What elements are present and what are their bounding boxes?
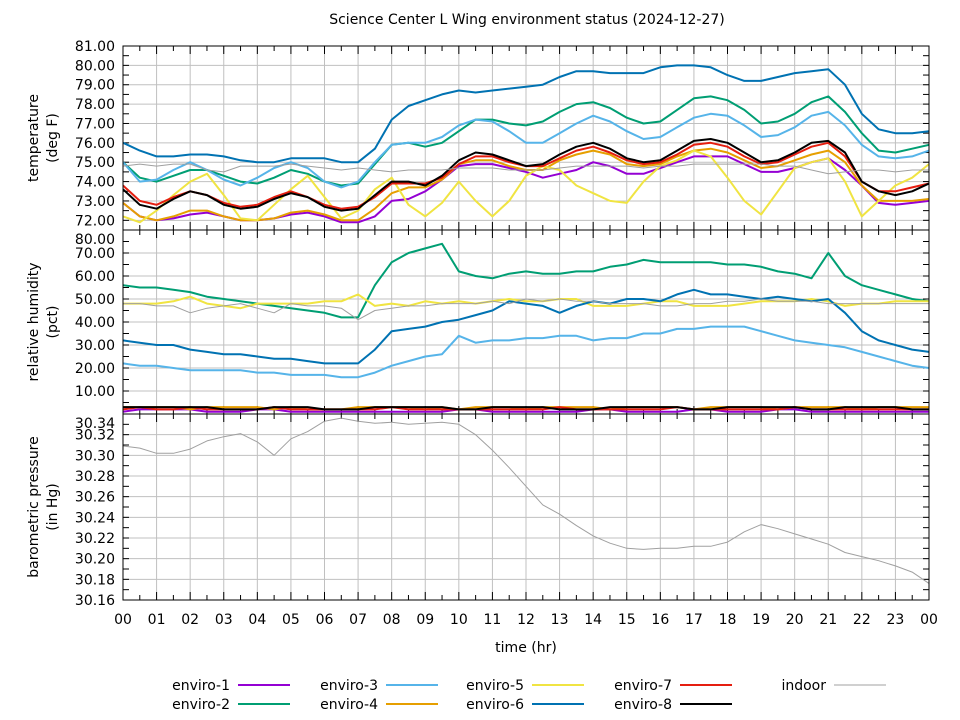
legend-label: enviro-4: [320, 697, 378, 713]
y-tick-label: 30.30: [75, 448, 115, 464]
x-tick-label: 08: [383, 612, 401, 628]
series-enviro-5-panel-1: [123, 149, 929, 224]
panel-2: 10.00 20.00 30.00 40.00 50.00 60.00 70.0080.00…: [26, 229, 930, 415]
panel-3: 30.16 30.18 30.20 30.22 30.24 30.26 30.28 30.30…: [26, 413, 930, 609]
y-tick-label: 30.22: [75, 531, 115, 547]
y-axis-label: relative humidity: [26, 262, 42, 381]
x-tick-label: 15: [618, 612, 636, 628]
series-enviro-6-panel-2: [123, 288, 929, 365]
x-tick-label: 07: [349, 612, 367, 628]
x-tick-label: 12: [517, 612, 535, 628]
x-tick-label: 00: [920, 612, 938, 628]
series-enviro-3-panel-1: [123, 110, 929, 189]
y-tick-label: 30.18: [75, 572, 115, 588]
legend: enviro-1 enviro-2 enviro-3 enviro-4 enviro-5…: [172, 678, 886, 713]
legend-label: enviro-2: [172, 697, 230, 713]
legend-label: enviro-5: [466, 678, 524, 694]
series-enviro-3-panel-2: [123, 325, 929, 379]
legend-item-enviro-3: enviro-3: [320, 678, 438, 694]
legend-item-enviro-2: enviro-2: [172, 697, 290, 713]
legend-label: enviro-7: [614, 678, 672, 694]
y-tick-label: 60.00: [75, 269, 115, 285]
y-tick-label: 30.32: [75, 428, 115, 444]
y-tick-label: 30.20: [75, 552, 115, 568]
y-tick-label: 50.00: [75, 292, 115, 308]
x-tick-label: 09: [416, 612, 434, 628]
legend-label: enviro-1: [172, 678, 230, 694]
y-tick-label: 80.00: [75, 58, 115, 74]
y-tick-label: 40.00: [75, 315, 115, 331]
x-tick-label: 00: [114, 612, 132, 628]
series-enviro-2-panel-1: [123, 95, 929, 187]
x-axis-label: time (hr): [495, 640, 557, 656]
panel-1: 72.00 73.00 74.00 75.00 76.00 77.00 78.00 79.00…: [26, 39, 930, 231]
x-tick-label: 10: [450, 612, 468, 628]
x-tick-label: 17: [685, 612, 703, 628]
y-tick-label: 76.00: [75, 136, 115, 152]
x-tick-label: 02: [181, 612, 199, 628]
y-tick-label: 30.34: [75, 416, 115, 432]
y-tick-label: 30.16: [75, 593, 115, 609]
x-tick-label: 19: [752, 612, 770, 628]
series-indoor-panel-2: [123, 298, 929, 321]
y-tick-label: 77.00: [75, 116, 115, 132]
legend-item-indoor: indoor: [781, 678, 886, 694]
y-tick-label: 30.00: [75, 338, 115, 354]
series-enviro-8-panel-1: [123, 138, 929, 212]
x-tick-label: 20: [786, 612, 804, 628]
x-tick-label: 18: [719, 612, 737, 628]
chart-title: Science Center L Wing environment status…: [329, 12, 725, 28]
legend-label: indoor: [781, 678, 826, 694]
legend-item-enviro-7: enviro-7: [614, 678, 732, 694]
y-tick-label: 72.00: [75, 213, 115, 229]
legend-label: enviro-8: [614, 697, 672, 713]
x-tick-label: 11: [484, 612, 502, 628]
x-tick-label: 22: [853, 612, 871, 628]
legend-item-enviro-6: enviro-6: [466, 697, 584, 713]
y-axis-label: barometric pressure: [26, 436, 42, 577]
x-tick-label: 14: [584, 612, 602, 628]
x-tick-label: 23: [887, 612, 905, 628]
y-tick-label: 30.24: [75, 510, 115, 526]
y-tick-label: 81.00: [75, 39, 115, 55]
y-axis-label-unit: (pct): [45, 306, 61, 339]
series-enviro-8-panel-2: [123, 406, 929, 411]
y-tick-label: 75.00: [75, 155, 115, 171]
series-indoor-panel-1: [123, 163, 929, 175]
x-tick-label: 21: [819, 612, 837, 628]
panel-border: [122, 413, 930, 601]
y-tick-label: 80.00: [75, 232, 115, 248]
y-tick-label: 30.26: [75, 490, 115, 506]
x-tick-label: 13: [551, 612, 569, 628]
y-tick-label: 70.00: [75, 246, 115, 262]
x-tick-label: 04: [248, 612, 266, 628]
y-axis-label: temperature: [26, 94, 42, 182]
y-tick-label: 73.00: [75, 194, 115, 210]
x-tick-label: 16: [651, 612, 669, 628]
y-tick-label: 79.00: [75, 78, 115, 94]
y-axis-label-unit: (deg F): [45, 113, 61, 163]
series-indoor-panel-3: [123, 417, 929, 584]
legend-item-enviro-1: enviro-1: [172, 678, 290, 694]
legend-label: enviro-3: [320, 678, 378, 694]
x-tick-label: 03: [215, 612, 233, 628]
y-tick-label: 10.00: [75, 384, 115, 400]
series-enviro-6-panel-1: [123, 64, 929, 164]
y-tick-label: 20.00: [75, 361, 115, 377]
legend-item-enviro-4: enviro-4: [320, 697, 438, 713]
y-tick-label: 78.00: [75, 97, 115, 113]
legend-label: enviro-6: [466, 697, 524, 713]
x-tick-label: 06: [316, 612, 334, 628]
y-axis-label-unit: (in Hg): [45, 483, 61, 531]
x-tick-label: 05: [282, 612, 300, 628]
y-tick-label: 74.00: [75, 175, 115, 191]
y-tick-label: 30.28: [75, 469, 115, 485]
x-tick-label: 01: [148, 612, 166, 628]
legend-item-enviro-8: enviro-8: [614, 697, 732, 713]
legend-item-enviro-5: enviro-5: [466, 678, 584, 694]
